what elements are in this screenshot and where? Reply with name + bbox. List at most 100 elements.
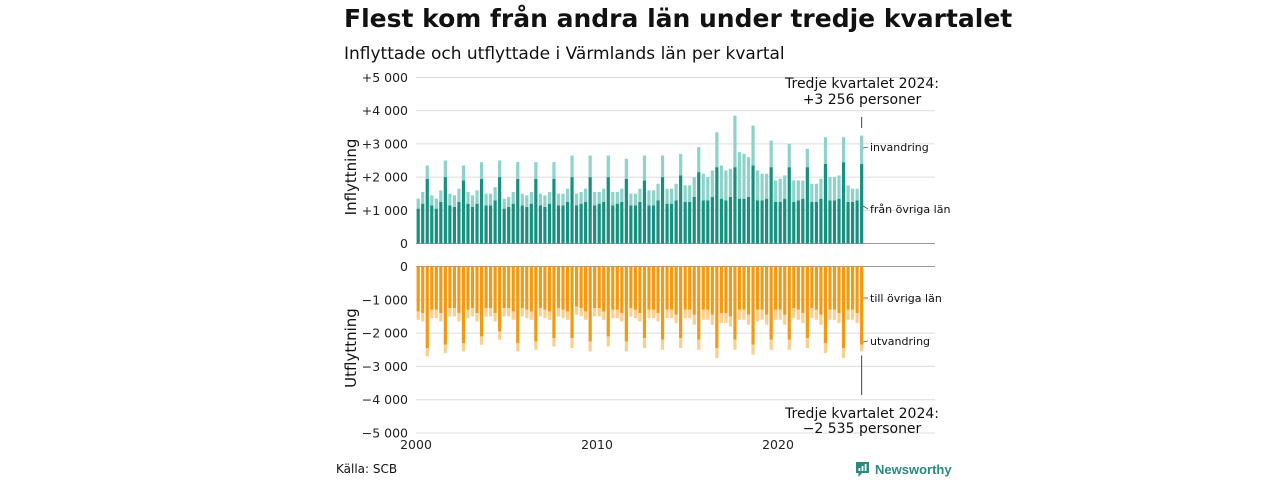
bar-fran-ovriga-lan: [805, 167, 809, 244]
bar-utvandring: [660, 339, 665, 350]
bar-fran-ovriga-lan: [561, 205, 565, 244]
bar-till-ovriga-lan: [823, 266, 828, 344]
bar-till-ovriga-lan: [814, 266, 818, 310]
bar-invandring: [516, 162, 520, 179]
bar-fran-ovriga-lan: [611, 205, 615, 244]
bar-fran-ovriga-lan: [416, 208, 420, 244]
bar-utvandring: [792, 308, 796, 319]
bar-fran-ovriga-lan: [688, 202, 692, 244]
bar-utvandring: [710, 314, 714, 325]
bar-invandring: [434, 198, 438, 209]
bar-utvandring: [484, 308, 488, 317]
bar-fran-ovriga-lan: [470, 206, 475, 244]
bar-utvandring: [561, 309, 565, 319]
y-tick-bottom: −1 000: [362, 292, 408, 307]
bar-till-ovriga-lan: [688, 266, 692, 310]
bar-fran-ovriga-lan: [651, 205, 656, 244]
bar-till-ovriga-lan: [574, 266, 579, 307]
bar-fran-ovriga-lan: [760, 200, 764, 244]
bar-fran-ovriga-lan: [683, 202, 687, 244]
bar-utvandring: [855, 313, 859, 324]
bar-till-ovriga-lan: [746, 266, 751, 315]
bar-utvandring: [606, 336, 610, 347]
bar-utvandring: [584, 311, 588, 320]
bar-till-ovriga-lan: [547, 266, 552, 312]
bar-till-ovriga-lan: [606, 266, 610, 337]
bar-fran-ovriga-lan: [769, 167, 773, 244]
bar-till-ovriga-lan: [507, 266, 511, 309]
bar-fran-ovriga-lan: [832, 200, 837, 244]
brand[interactable]: Newsworthy: [855, 461, 952, 478]
bar-invandring: [855, 188, 859, 201]
bar-fran-ovriga-lan: [697, 172, 701, 244]
bar-fran-ovriga-lan: [448, 205, 452, 244]
labels: Tredje kvartalet 2024:+3 256 personerTre…: [784, 76, 950, 437]
bar-till-ovriga-lan: [461, 266, 466, 344]
bar-till-ovriga-lan: [466, 266, 470, 310]
bar-invandring: [715, 132, 719, 168]
bar-invandring: [688, 185, 692, 202]
bar-till-ovriga-lan: [624, 266, 628, 342]
bar-fran-ovriga-lan: [860, 163, 864, 244]
bar-invandring: [484, 193, 488, 206]
y-axis-title-top: Inflyttning: [342, 139, 360, 216]
bar-utvandring: [534, 341, 538, 350]
bar-invandring: [629, 193, 633, 206]
bar-invandring: [774, 180, 778, 202]
bar-invandring: [574, 193, 579, 206]
bar-till-ovriga-lan: [538, 266, 542, 309]
bar-fran-ovriga-lan: [452, 206, 456, 244]
bar-till-ovriga-lan: [448, 266, 452, 309]
bar-fran-ovriga-lan: [475, 203, 479, 244]
bar-invandring: [670, 188, 674, 204]
bar-till-ovriga-lan: [425, 266, 429, 349]
bar-utvandring: [651, 309, 656, 319]
bar-till-ovriga-lan: [516, 266, 520, 344]
bar-fran-ovriga-lan: [837, 198, 841, 244]
bar-fran-ovriga-lan: [629, 205, 633, 244]
brand-name: Newsworthy: [875, 462, 952, 477]
y-axis-title-bottom: Utflyttning: [342, 308, 360, 388]
bar-utvandring: [498, 331, 502, 340]
bar-invandring: [706, 177, 710, 201]
bar-invandring: [529, 192, 533, 204]
y-tick-top: +4 000: [362, 103, 408, 118]
bar-utvandring: [832, 309, 837, 320]
bar-utvandring: [638, 313, 642, 322]
bar-invandring: [742, 153, 746, 199]
bar-utvandring: [805, 338, 809, 349]
bar-fran-ovriga-lan: [421, 203, 425, 244]
bar-utvandring: [814, 309, 818, 320]
bar-invandring: [674, 183, 678, 201]
source-note: Källa: SCB: [336, 462, 398, 476]
bar-till-ovriga-lan: [828, 266, 832, 310]
bar-till-ovriga-lan: [611, 266, 615, 310]
bar-invandring: [801, 180, 805, 199]
bar-fran-ovriga-lan: [633, 205, 637, 244]
bar-utvandring: [525, 309, 529, 319]
bar-till-ovriga-lan: [561, 266, 565, 310]
bar-utvandring: [593, 308, 597, 317]
bar-utvandring: [796, 309, 800, 320]
bar-utvandring: [719, 313, 723, 324]
bar-utvandring: [466, 309, 470, 319]
bar-fran-ovriga-lan: [841, 162, 846, 244]
y-tick-top: +1 000: [362, 203, 408, 218]
bar-invandring: [443, 160, 447, 178]
bar-invandring: [565, 188, 570, 202]
bar-till-ovriga-lan: [475, 266, 479, 314]
bar-till-ovriga-lan: [801, 266, 805, 314]
bar-invandring: [588, 155, 592, 178]
bar-utvandring: [439, 313, 443, 322]
y-tick-top: +3 000: [362, 136, 408, 151]
bar-utvandring: [742, 309, 746, 320]
annotation-top-line2: +3 256 personer: [803, 92, 922, 108]
bar-till-ovriga-lan: [430, 266, 434, 310]
bar-invandring: [638, 188, 642, 202]
bar-invandring: [783, 175, 787, 199]
bar-utvandring: [728, 316, 733, 327]
bar-fran-ovriga-lan: [538, 205, 542, 244]
bar-fran-ovriga-lan: [498, 177, 502, 244]
series-label-utvandring-leader: [863, 340, 869, 343]
bar-till-ovriga-lan: [552, 266, 556, 339]
